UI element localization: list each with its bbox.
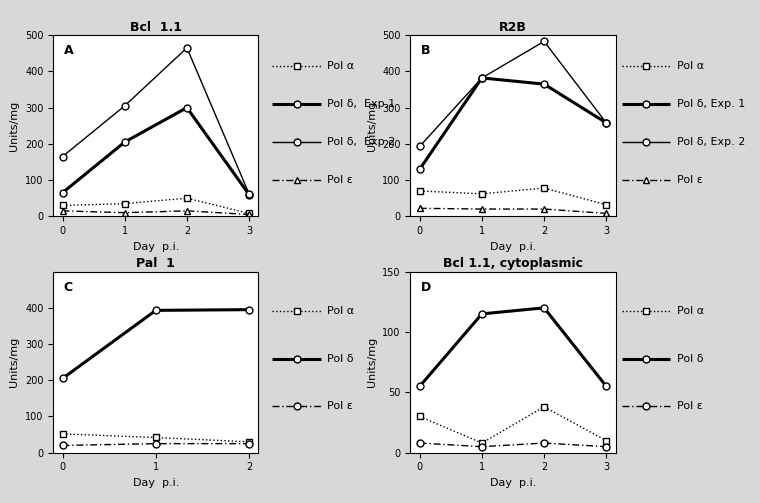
Y-axis label: Units/mg: Units/mg (366, 101, 377, 151)
Text: B: B (421, 44, 430, 57)
X-axis label: Day  p.i.: Day p.i. (132, 478, 179, 488)
Title: Pal  1: Pal 1 (136, 258, 176, 271)
Text: Pol ε: Pol ε (327, 175, 353, 185)
Y-axis label: Units/mg: Units/mg (366, 337, 377, 387)
X-axis label: Day  p.i.: Day p.i. (489, 478, 537, 488)
Text: Pol α: Pol α (676, 61, 704, 71)
Text: Pol ε: Pol ε (676, 400, 702, 410)
Text: Pol δ, Exp. 1: Pol δ, Exp. 1 (676, 99, 745, 109)
Y-axis label: Units/mg: Units/mg (9, 101, 20, 151)
Text: Pol α: Pol α (327, 306, 354, 316)
Text: Pol ε: Pol ε (676, 175, 702, 185)
Y-axis label: Units/mg: Units/mg (9, 337, 20, 387)
Text: C: C (64, 281, 73, 294)
Text: Pol δ,  Exp.2: Pol δ, Exp.2 (327, 137, 395, 147)
Title: Bcl 1.1, cytoplasmic: Bcl 1.1, cytoplasmic (443, 258, 583, 271)
Title: Bcl  1.1: Bcl 1.1 (130, 21, 182, 34)
X-axis label: Day  p.i.: Day p.i. (132, 241, 179, 252)
Text: D: D (421, 281, 431, 294)
Title: R2B: R2B (499, 21, 527, 34)
Text: Pol α: Pol α (676, 306, 704, 316)
Text: Pol δ: Pol δ (327, 354, 353, 364)
Text: A: A (64, 44, 73, 57)
Text: Pol δ,  Exp.1: Pol δ, Exp.1 (327, 99, 395, 109)
Text: Pol δ: Pol δ (676, 354, 703, 364)
X-axis label: Day  p.i.: Day p.i. (489, 241, 537, 252)
Text: Pol δ, Exp. 2: Pol δ, Exp. 2 (676, 137, 745, 147)
Text: Pol α: Pol α (327, 61, 354, 71)
Text: Pol ε: Pol ε (327, 400, 353, 410)
